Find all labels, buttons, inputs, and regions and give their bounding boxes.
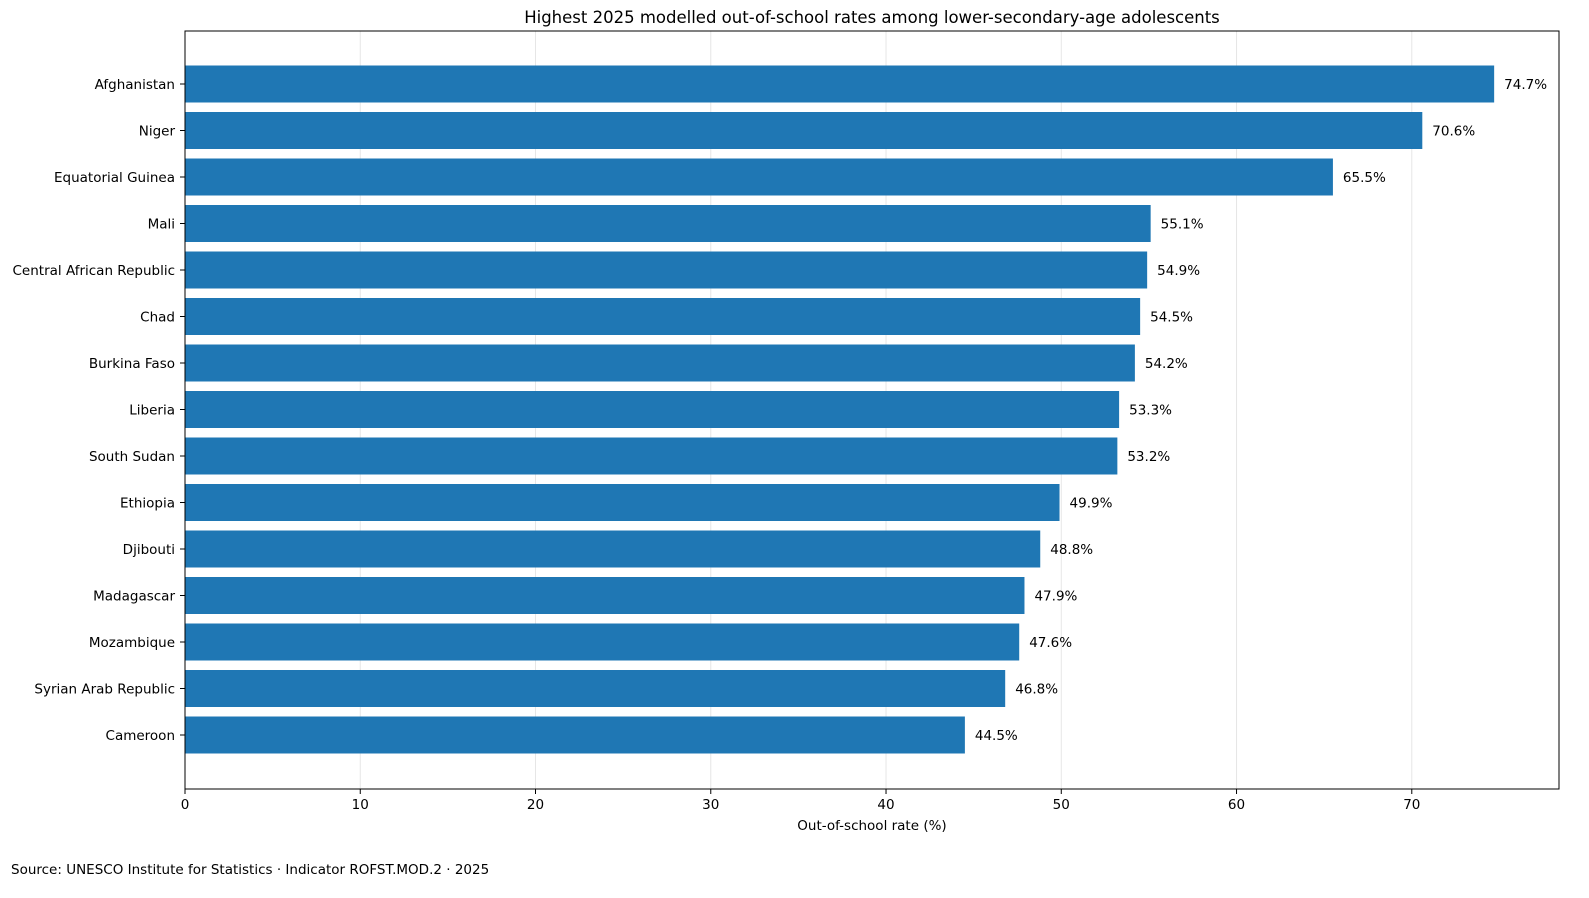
y-tick-label: Madagascar (93, 589, 175, 605)
bar (185, 670, 1006, 707)
data-label: 47.6% (1029, 635, 1072, 651)
bar (185, 437, 1118, 475)
x-axis: 0 10 20 30 40 50 60 70 (181, 789, 1420, 813)
data-label: 48.8% (1050, 542, 1093, 558)
bars (185, 65, 1495, 754)
x-tick-label: 30 (702, 797, 719, 813)
bar (185, 484, 1060, 521)
x-tick-label: 40 (877, 797, 894, 813)
bar (185, 205, 1151, 242)
y-tick-label: Mali (148, 217, 175, 233)
x-tick-label: 20 (527, 797, 544, 813)
bar (185, 530, 1041, 568)
bar (185, 158, 1333, 196)
x-tick-label: 10 (352, 797, 369, 813)
x-tick-label: 70 (1403, 797, 1420, 813)
y-tick-label: South Sudan (89, 449, 175, 465)
plot-frame (184, 30, 1560, 790)
source-note: Source: UNESCO Institute for Statistics … (11, 862, 490, 878)
data-label: 74.7% (1504, 77, 1547, 93)
bar (185, 716, 965, 754)
y-tick-label: Mozambique (89, 635, 175, 651)
y-tick-label: Syrian Arab Republic (34, 682, 175, 698)
data-label: 47.9% (1034, 589, 1077, 605)
bar (185, 112, 1423, 149)
x-tick-label: 0 (181, 797, 190, 813)
x-axis-label: Out-of-school rate (%) (797, 818, 946, 834)
y-tick-label: Cameroon (106, 728, 175, 744)
y-tick-label: Niger (139, 124, 176, 140)
data-label: 46.8% (1015, 682, 1058, 698)
y-tick-label: Burkina Faso (89, 356, 175, 372)
bar (185, 344, 1135, 382)
y-tick-label: Equatorial Guinea (54, 170, 175, 186)
data-label: 54.2% (1145, 356, 1188, 372)
data-label: 70.6% (1432, 124, 1475, 140)
x-tick-label: 50 (1053, 797, 1070, 813)
chart-title: Highest 2025 modelled out-of-school rate… (524, 8, 1220, 27)
y-tick-label: Afghanistan (95, 77, 175, 93)
data-label: 49.9% (1070, 496, 1113, 512)
data-labels: 74.7% 70.6% 65.5% 55.1% 54.9% 54.5% 54.2% 53.3%… (975, 77, 1547, 744)
data-label: 54.9% (1157, 263, 1200, 279)
bar (185, 391, 1120, 428)
y-tick-label: Ethiopia (120, 496, 175, 512)
data-label: 65.5% (1343, 170, 1386, 186)
y-tick-label: Liberia (129, 403, 175, 419)
bar (185, 298, 1141, 335)
bar (185, 577, 1025, 614)
data-label: 55.1% (1161, 217, 1204, 233)
x-tick-label: 60 (1228, 797, 1245, 813)
y-axis: Afghanistan Niger Equatorial Guinea Mali Cen… (13, 77, 185, 744)
y-tick-label: Chad (140, 310, 175, 326)
y-tick-label: Central African Republic (13, 263, 176, 279)
bar (185, 623, 1020, 661)
y-tick-label: Djibouti (123, 542, 175, 558)
bar (185, 251, 1148, 289)
data-label: 54.5% (1150, 310, 1193, 326)
bar (185, 65, 1495, 103)
data-label: 44.5% (975, 728, 1018, 744)
data-label: 53.2% (1127, 449, 1170, 465)
data-label: 53.3% (1129, 403, 1172, 419)
